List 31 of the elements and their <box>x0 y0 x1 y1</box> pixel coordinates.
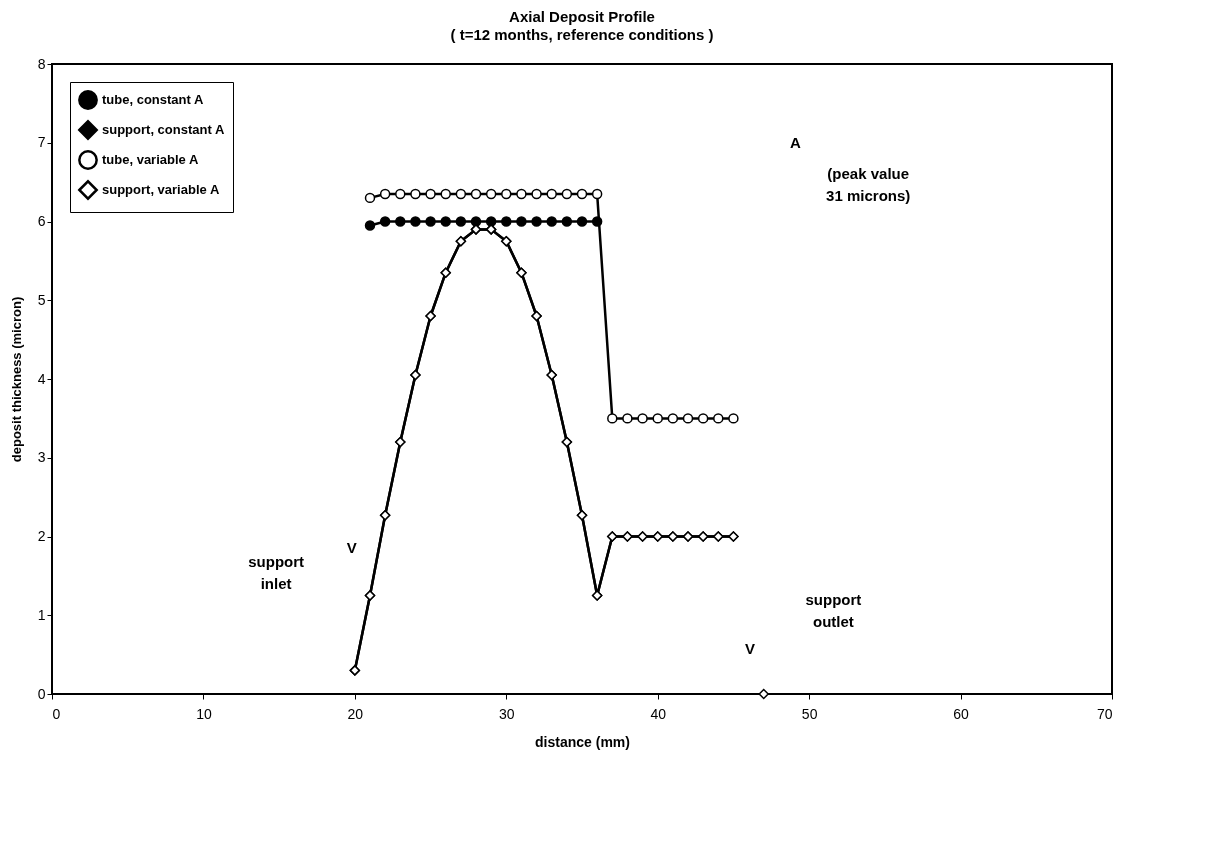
x-axis-title: distance (mm) <box>535 733 630 750</box>
x-tick-label: 30 <box>499 705 515 722</box>
y-axis-title: deposit thickness (micron) <box>8 296 24 463</box>
annotation: A <box>790 133 802 151</box>
x-tick-label: 40 <box>650 705 667 722</box>
x-tick-label: 0 <box>52 705 61 722</box>
chart-title: Axial Deposit Profile <box>509 8 655 25</box>
y-tick-label: 3 <box>37 449 46 466</box>
legend-label: support, constant A <box>102 122 225 137</box>
annotation: (peak value 31 microns) <box>826 165 911 205</box>
annotation: V <box>745 640 756 658</box>
annotation: support outlet <box>805 590 862 630</box>
legend-label: support, variable A <box>102 182 220 197</box>
x-tick-label: 60 <box>953 705 970 722</box>
legend-label: tube, constant A <box>102 92 204 107</box>
chart-subtitle: ( t=12 months, reference conditions ) <box>450 26 714 43</box>
y-tick-label: 4 <box>37 370 46 387</box>
y-tick-label: 7 <box>37 134 46 151</box>
y-tick-label: 0 <box>37 685 46 702</box>
x-tick-label: 10 <box>196 705 212 722</box>
y-tick-label: 1 <box>37 606 46 623</box>
annotation: V <box>346 538 357 556</box>
legend-label: tube, variable A <box>102 152 199 167</box>
y-tick-label: 8 <box>37 55 46 72</box>
y-tick-label: 2 <box>37 528 46 544</box>
x-tick-label: 70 <box>1096 705 1113 722</box>
x-tick-label: 20 <box>347 705 364 722</box>
annotation: support inlet <box>248 553 305 593</box>
y-tick-label: 6 <box>37 213 46 229</box>
x-tick-label: 50 <box>801 705 818 722</box>
y-tick-label: 5 <box>37 291 46 308</box>
